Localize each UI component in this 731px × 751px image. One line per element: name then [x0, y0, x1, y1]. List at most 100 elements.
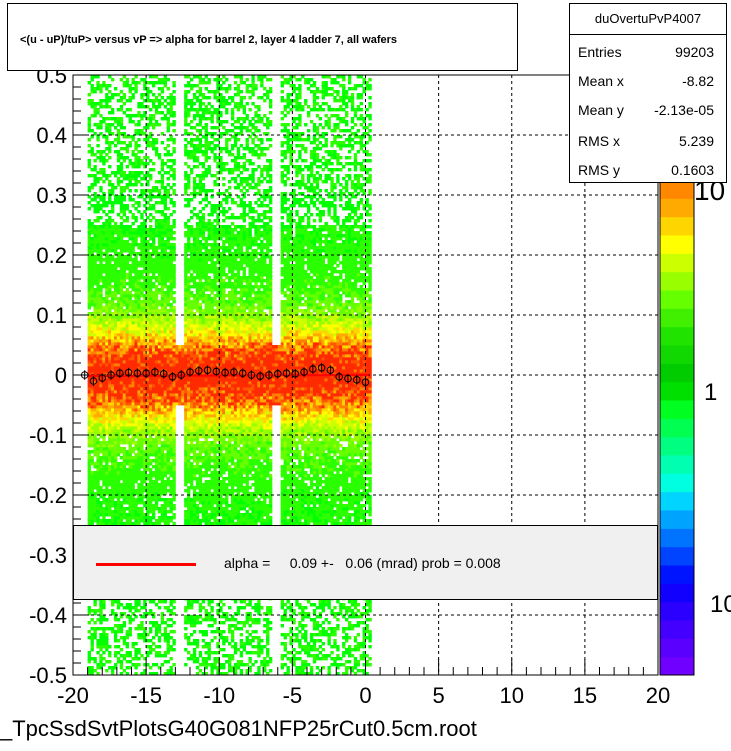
heatmap-cell	[154, 363, 159, 367]
heatmap-cell	[166, 267, 170, 271]
heatmap-cell	[192, 114, 197, 118]
heatmap-cell	[181, 384, 185, 388]
heatmap-cell	[178, 366, 182, 370]
heatmap-cell	[102, 357, 106, 361]
heatmap-cell	[160, 288, 165, 292]
heatmap-cell	[87, 423, 91, 427]
heatmap-cell	[96, 357, 100, 361]
heatmap-cell	[169, 318, 173, 322]
heatmap-cell	[102, 657, 106, 661]
heatmap-cell	[195, 333, 200, 337]
heatmap-cell	[137, 360, 141, 364]
heatmap-cell	[140, 246, 144, 250]
heatmap-cell	[96, 108, 100, 112]
heatmap-cell	[96, 402, 100, 406]
heatmap-cell	[184, 471, 188, 475]
heatmap-cell	[119, 456, 124, 460]
heatmap-cell	[149, 366, 153, 370]
heatmap-cell	[163, 189, 167, 193]
heatmap-cell	[113, 273, 118, 277]
heatmap-cell	[192, 444, 197, 448]
heatmap-cell	[175, 384, 179, 388]
heatmap-cell	[116, 639, 121, 643]
heatmap-cell	[187, 282, 191, 286]
heatmap-cell	[105, 318, 109, 322]
heatmap-cell	[140, 363, 144, 367]
heatmap-cell	[137, 495, 141, 499]
heatmap-cell	[99, 285, 103, 289]
heatmap-cell	[102, 162, 106, 166]
heatmap-cell	[99, 513, 103, 517]
heatmap-cell	[128, 423, 132, 427]
heatmap-cell	[172, 333, 176, 337]
heatmap-cell	[87, 366, 91, 370]
heatmap-cell	[151, 447, 156, 451]
heatmap-cell	[96, 465, 100, 469]
heatmap-cell	[190, 264, 194, 268]
heatmap-cell	[137, 159, 141, 163]
heatmap-cell	[140, 270, 144, 274]
heatmap-cell	[131, 312, 135, 316]
heatmap-cell	[96, 282, 100, 286]
heatmap-cell	[99, 477, 103, 481]
heatmap-cell	[169, 255, 173, 259]
heatmap-cell	[125, 264, 129, 268]
heatmap-cell	[128, 627, 132, 631]
heatmap-cell	[99, 504, 103, 508]
heatmap-cell	[99, 345, 103, 349]
heatmap-cell	[140, 150, 144, 154]
heatmap-cell	[102, 636, 106, 640]
heatmap-cell	[154, 633, 159, 637]
heatmap-cell	[105, 480, 109, 484]
heatmap-cell	[149, 378, 153, 382]
heatmap-cell	[119, 483, 124, 487]
heatmap-cell	[163, 285, 167, 289]
heatmap-cell	[87, 258, 91, 262]
heatmap-cell	[105, 330, 109, 334]
heatmap-cell	[131, 183, 135, 187]
heatmap-cell	[163, 606, 167, 610]
heatmap-cell	[90, 657, 94, 661]
heatmap-cell	[146, 426, 150, 430]
heatmap-cell	[160, 456, 165, 460]
heatmap-cell	[172, 99, 176, 103]
heatmap-cell	[90, 270, 94, 274]
heatmap-cell	[154, 429, 159, 433]
heatmap-cell	[137, 297, 141, 301]
heatmap-cell	[90, 456, 94, 460]
heatmap-cell	[105, 177, 109, 181]
heatmap-cell	[184, 243, 188, 247]
heatmap-cell	[122, 270, 127, 274]
heatmap-cell	[93, 195, 97, 199]
heatmap-cell	[131, 399, 135, 403]
heatmap-cell	[151, 339, 156, 343]
heatmap-cell	[122, 156, 127, 160]
heatmap-cell	[99, 90, 103, 94]
heatmap-cell	[166, 381, 170, 385]
heatmap-cell	[125, 114, 129, 118]
heatmap-cell	[184, 336, 188, 340]
heatmap-cell	[146, 246, 150, 250]
heatmap-cell	[119, 615, 124, 619]
heatmap-cell	[96, 468, 100, 472]
heatmap-cell	[166, 255, 170, 259]
heatmap-cell	[157, 459, 162, 463]
heatmap-cell	[134, 366, 138, 370]
heatmap-cell	[166, 660, 170, 664]
heatmap-cell	[116, 600, 121, 604]
heatmap-cell	[163, 351, 167, 355]
heatmap-cell	[143, 279, 147, 283]
heatmap-cell	[195, 237, 200, 241]
heatmap-cell	[125, 651, 129, 655]
heatmap-cell	[157, 450, 162, 454]
heatmap-cell	[140, 216, 144, 220]
heatmap-cell	[160, 432, 165, 436]
heatmap-cell	[184, 363, 188, 367]
heatmap-cell	[169, 153, 173, 157]
heatmap-cell	[116, 378, 121, 382]
heatmap-cell	[163, 240, 167, 244]
heatmap-cell	[108, 363, 112, 367]
heatmap-cell	[122, 300, 127, 304]
heatmap-cell	[166, 102, 170, 106]
heatmap-cell	[105, 285, 109, 289]
